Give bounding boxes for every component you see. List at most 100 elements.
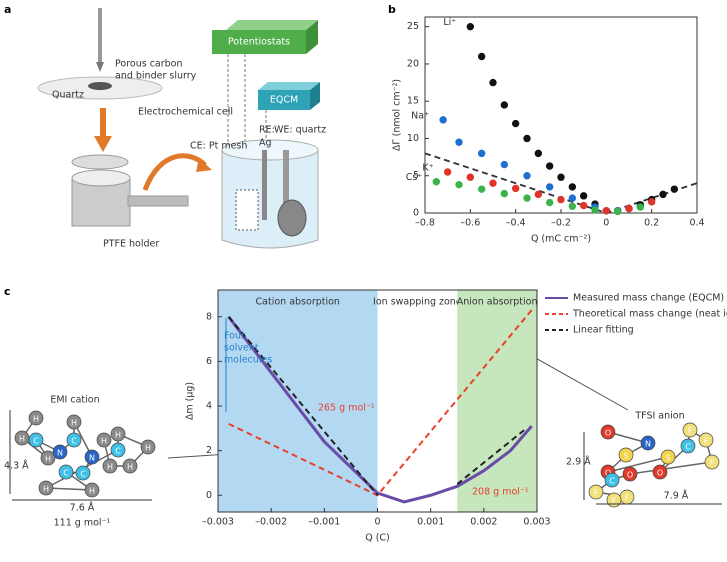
y-tick-label: 20 [407,58,419,69]
point [477,149,486,158]
atom [102,458,118,474]
atom-label: C [685,443,691,452]
atom-label: H [145,444,151,453]
x-tick-label: 0 [603,218,609,229]
y-tick-label: 0 [206,490,212,501]
point [523,134,531,143]
legend-label: Measured mass change (EQCM) [573,293,724,304]
setup-label: Porous carbon [115,59,183,70]
atom [84,482,100,498]
point [568,183,577,191]
atom [96,432,112,448]
atom-label: C [609,477,615,486]
molecule-mass: 111 g mol⁻¹ [54,518,111,529]
x-tick-label: –0.001 [308,517,340,528]
plot-frame [217,289,538,513]
setup-label: EQCM [270,95,298,106]
point [466,173,475,181]
point [511,119,520,128]
point [602,207,611,215]
atom-label: N [89,454,95,463]
point [511,184,520,193]
point [557,173,565,181]
x-tick-label: –0.8 [415,218,435,229]
y-tick-label: 10 [407,133,419,144]
setup-label: RE: [259,125,275,136]
point [557,195,565,204]
point [500,160,509,169]
point [545,183,554,191]
atom-label: H [71,419,77,428]
x-tick-label: 0.003 [523,517,550,528]
atom [52,444,68,460]
setup-label: PTFE holder [103,239,159,250]
atom [40,450,56,466]
region-label: Anion absorption [457,297,538,308]
atom [110,442,126,458]
atom [682,422,698,438]
atom [58,464,74,480]
point [523,194,531,202]
molecule-name: EMI cation [50,395,99,406]
atom-label: H [33,415,39,424]
point [545,162,554,170]
atom [604,472,620,488]
setup-drawing [37,8,320,249]
atom [618,447,634,463]
legend-label: Linear fitting [573,325,634,336]
region-label: Cation absorption [256,297,340,308]
annotation: 265 g mol⁻¹ [318,403,375,414]
x-tick-label: 0.4 [689,218,704,229]
setup-label: and binder slurry [115,71,197,82]
atom-label: H [115,431,121,440]
atom-label: H [107,463,113,472]
region [218,290,378,512]
point [466,22,475,31]
point [534,149,543,158]
point [545,198,554,207]
y-tick-label: 15 [407,96,419,107]
atom [28,410,44,426]
atom [66,414,82,430]
panel-label: b [388,3,396,16]
atom-label: F [612,497,617,506]
atom-label: O [605,469,611,478]
series-label: Na⁺ [411,110,429,121]
y-axis-label: ΔΓ (nmol cm⁻²) [392,79,403,151]
point [455,138,463,146]
point [636,203,645,211]
molecule-dim: 7.9 Å [664,490,689,502]
atom-label: O [605,429,611,438]
panel-label: a [4,3,11,16]
x-tick-label: –0.2 [551,218,571,229]
region-label: Ion swapping zone [373,297,462,308]
plot-frame [424,16,698,214]
point [647,198,656,206]
atom-label: O [627,471,633,480]
atom [704,454,720,470]
atom-label: F [688,427,693,436]
point [477,185,486,193]
atom [600,424,616,440]
atom [110,426,126,442]
setup-label: Electrochemical cell [138,107,233,118]
x-axis-label: Q (C) [365,533,390,544]
atom [652,464,668,480]
point [432,177,441,186]
setup-label: Quartz [52,90,84,101]
bond [45,487,93,491]
point [443,168,452,176]
point [579,201,588,210]
point [477,52,486,61]
point [625,204,633,213]
atom [640,435,656,451]
point [455,180,463,189]
atom-label: O [657,469,663,478]
y-axis-label: Δm (μg) [185,382,196,420]
x-tick-label: 0.001 [417,517,444,528]
atom-label: S [623,452,628,461]
annotation: Four [224,331,245,342]
atom [588,484,604,500]
point [439,116,447,124]
atom-label: H [127,463,133,472]
